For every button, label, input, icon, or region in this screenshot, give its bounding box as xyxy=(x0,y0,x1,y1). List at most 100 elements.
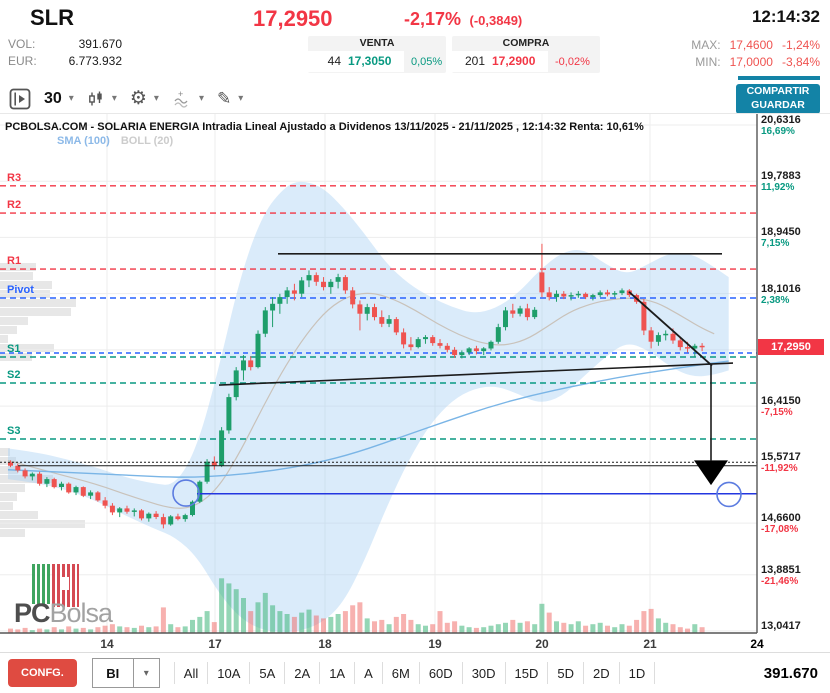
chevron-down-icon: ▾ xyxy=(198,93,204,104)
price-change: -2,17% (-0,3849) xyxy=(404,9,522,30)
ask-pct: -0,02% xyxy=(555,55,590,68)
chart-area: PCBOLSA.COM - SOLARIA ENERGIA Intradia L… xyxy=(0,113,830,652)
indicators-button[interactable]: + ▾ xyxy=(172,90,204,108)
breakdown-line xyxy=(628,291,713,367)
logo-green-block xyxy=(32,564,50,604)
y-axis-label: 15,5717 -11,92% xyxy=(761,451,801,475)
bid-pct: 0,05% xyxy=(411,55,443,68)
bid-box: VENTA 44 17,3050 0,05% xyxy=(308,36,446,73)
ask-box: COMPRA 201 17,2900 -0,02% xyxy=(452,36,600,73)
x-axis-label: 18 xyxy=(318,637,332,651)
y-axis-label: 19,7883 11,92% xyxy=(761,170,801,194)
price-chart-canvas[interactable] xyxy=(0,114,830,653)
y-axis-label: 13,8851 -21,46% xyxy=(761,564,801,588)
range-button-2a[interactable]: 2A xyxy=(285,662,321,684)
max-label: MAX: xyxy=(691,38,721,52)
logo-red-block xyxy=(52,564,79,607)
chart-title: PCBOLSA.COM - SOLARIA ENERGIA Intradia L… xyxy=(5,121,644,133)
pivot-label-r3: R3 xyxy=(7,172,22,184)
x-axis-label: 17 xyxy=(208,637,222,651)
range-button-5a[interactable]: 5A xyxy=(250,662,286,684)
range-button-10a[interactable]: 10A xyxy=(208,662,251,684)
save-label: GUARDAR xyxy=(751,99,805,111)
bid-size: 44 xyxy=(308,51,346,72)
draw-pencil-icon: ✎ xyxy=(216,89,232,108)
range-button-60d[interactable]: 60D xyxy=(420,662,463,684)
chevron-down-icon: ▾ xyxy=(238,93,244,104)
pivot-label-r1: R1 xyxy=(7,255,22,267)
x-axis-label: 21 xyxy=(643,637,657,651)
range-button-a[interactable]: A xyxy=(355,662,383,684)
range-button-1a[interactable]: 1A xyxy=(320,662,356,684)
y-axis-label: 18,9450 7,15% xyxy=(761,226,801,250)
header: SLR 17,2950 -2,17% (-0,3849) 12:14:32 VO… xyxy=(0,0,830,84)
eur-value: 6.773.932 xyxy=(68,54,122,68)
max-pct: -1,24% xyxy=(781,38,820,52)
volume-profile xyxy=(0,263,85,537)
min-pct: -3,84% xyxy=(781,55,820,69)
range-button-2d[interactable]: 2D xyxy=(584,662,620,684)
y-axis-label: 20,6316 16,69% xyxy=(761,114,801,138)
pivot-label-r2: R2 xyxy=(7,199,22,211)
range-button-5d[interactable]: 5D xyxy=(548,662,585,684)
min-label: MIN: xyxy=(695,55,721,69)
down-arrow-head xyxy=(694,460,728,486)
chevron-down-icon: ▾ xyxy=(153,93,159,104)
mode-selector[interactable]: BI ▾ xyxy=(91,658,160,688)
bid-title: VENTA xyxy=(359,37,395,49)
pivot-label-s2: S2 xyxy=(7,369,21,381)
min-price: 17,0000 xyxy=(729,55,773,69)
range-button-30d[interactable]: 30D xyxy=(463,662,506,684)
pivot-lines xyxy=(0,185,757,440)
range-button-all[interactable]: All xyxy=(175,662,209,684)
last-price: 17,2950 xyxy=(253,6,333,31)
legend-boll[interactable]: BOLL (20) xyxy=(120,135,174,147)
bid-price: 17,3050 xyxy=(346,51,404,72)
watermark-bolsa: Bolsa xyxy=(49,598,114,628)
eur-label: EUR: xyxy=(8,54,37,68)
y-axis-label: 14,6600 -17,08% xyxy=(761,512,801,536)
range-toolbar: CONFG. BI ▾ All 10A 5A 2A 1A A 6M 60D 30D 15D 5D 2D… xyxy=(0,652,830,693)
change-percent: -2,17% xyxy=(404,9,462,29)
range-button-6m[interactable]: 6M xyxy=(383,662,420,684)
gridlines xyxy=(0,114,757,633)
svg-text:+: + xyxy=(178,90,183,99)
x-axis-label: 14 xyxy=(100,637,114,651)
mode-value: BI xyxy=(91,658,134,688)
drawing-tools-button[interactable]: ✎ ▾ xyxy=(217,90,243,107)
chart-type-selector[interactable]: ▾ xyxy=(87,90,117,108)
volume-summary: VOL: 391.670 EUR: 6.773.932 xyxy=(8,37,122,71)
vol-label: VOL: xyxy=(8,37,36,51)
chart-type-candles-icon xyxy=(88,91,102,105)
share-label: COMPARTIR xyxy=(746,85,810,98)
chevron-down-icon[interactable]: ▾ xyxy=(133,658,160,688)
share-save-button[interactable]: COMPARTIR GUARDAR xyxy=(736,84,820,114)
max-price: 17,4600 xyxy=(729,38,773,52)
legend-sma[interactable]: SMA (100) xyxy=(57,135,110,147)
pcbolsa-watermark: PCBolsa xyxy=(14,562,144,642)
range-button-1d[interactable]: 1D xyxy=(620,662,656,684)
config-button[interactable]: CONFG. xyxy=(8,659,77,687)
chart-toolbar: 30 ▾ ▾ ⚙ ▾ + ▾ ✎ ▾ xyxy=(0,84,830,114)
ask-size: 201 xyxy=(452,51,490,72)
sma100-line xyxy=(7,360,729,478)
x-axis-label: 20 xyxy=(535,637,549,651)
candles xyxy=(8,243,705,529)
symbol-ticker: SLR xyxy=(30,5,74,30)
chevron-down-icon: ▾ xyxy=(111,93,117,104)
range-buttons: All 10A 5A 2A 1A A 6M 60D 30D 15D 5D 2D 1D xyxy=(173,662,656,684)
x-axis-label: 24 xyxy=(750,637,764,651)
chart-legend: SMA (100) BOLL (20) xyxy=(57,135,173,147)
panel-toggle-button[interactable] xyxy=(9,88,31,110)
session-clock: 12:14:32 xyxy=(751,7,820,26)
interval-selector[interactable]: 30 ▾ xyxy=(44,90,74,108)
y-axis-label: 16,4150 -7,15% xyxy=(761,395,801,419)
settings-button[interactable]: ⚙ ▾ xyxy=(130,89,159,108)
volume-bars xyxy=(8,578,705,634)
watermark-pc: PC xyxy=(14,598,51,628)
vol-value: 391.670 xyxy=(78,37,122,51)
range-button-15d[interactable]: 15D xyxy=(506,662,549,684)
x-axis-label: 19 xyxy=(428,637,442,651)
pivot-label-s1: S1 xyxy=(7,343,21,355)
